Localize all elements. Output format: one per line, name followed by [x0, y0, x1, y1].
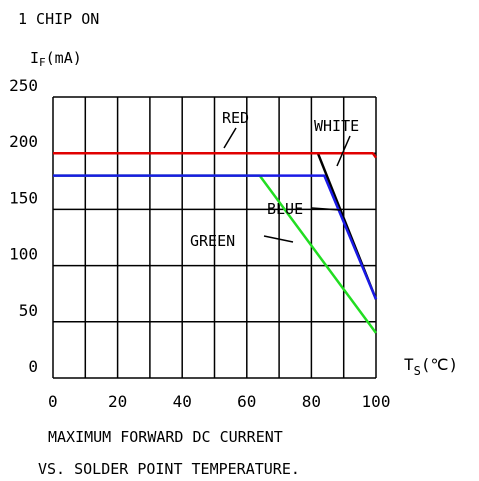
series-label-white: WHITE: [314, 117, 359, 135]
svg-text:IF(mA): IF(mA): [30, 49, 82, 69]
x-axis-title: TS(℃): [404, 355, 458, 378]
x-tick-label: 40: [173, 392, 192, 411]
y-tick-label: 0: [28, 357, 38, 376]
y-tick-label: 150: [9, 188, 38, 207]
grid: [52, 96, 377, 379]
series-lines: [53, 151, 378, 334]
y-tick-label: 250: [9, 76, 38, 95]
series-line-blue: [53, 174, 378, 300]
x-tick-labels: 0 20 40 60 80 100: [48, 392, 390, 411]
series-leader-green: [263, 235, 294, 243]
x-tick-label: 80: [302, 392, 321, 411]
caption-line-1: MAXIMUM FORWARD DC CURRENT: [48, 428, 283, 446]
x-tick-label: 60: [237, 392, 256, 411]
series-label-blue: BLUE: [267, 200, 303, 218]
svg-text:TS(℃): TS(℃): [404, 355, 458, 378]
series-label-green: GREEN: [190, 232, 235, 250]
x-axis-title-unit: (℃): [421, 355, 458, 374]
series-line-red: [53, 151, 378, 159]
chart-header: 1 CHIP ON: [18, 10, 99, 28]
y-axis-title-sub: F: [39, 56, 46, 69]
series-annotations: RED WHITE BLUE GREEN: [190, 109, 359, 250]
y-axis-title-main: I: [30, 49, 39, 67]
y-tick-label: 50: [19, 301, 38, 320]
series-leader-red: [223, 127, 237, 149]
series-label-red: RED: [222, 109, 249, 127]
caption-line-2: VS. SOLDER POINT TEMPERATURE.: [38, 460, 300, 478]
y-tick-labels: 0 50 100 150 200 250: [9, 76, 38, 376]
y-axis-title-unit: (mA): [46, 49, 82, 67]
series-leader-blue: [311, 207, 341, 211]
x-axis-title-sub: S: [414, 364, 421, 378]
y-axis-title: IF(mA): [30, 49, 82, 69]
x-tick-label: 20: [108, 392, 127, 411]
y-tick-label: 100: [9, 245, 38, 264]
x-tick-label: 100: [362, 392, 391, 411]
series-leader-white: [336, 135, 351, 167]
y-tick-label: 200: [9, 132, 38, 151]
x-tick-label: 0: [48, 392, 58, 411]
x-axis-title-main: T: [404, 355, 414, 374]
